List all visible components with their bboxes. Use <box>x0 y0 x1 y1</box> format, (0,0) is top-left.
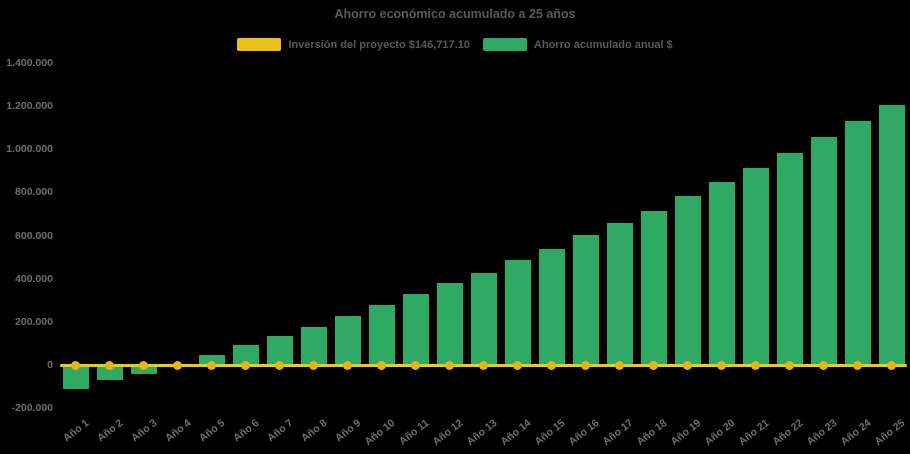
x-tick-label: Año 16 <box>565 417 601 449</box>
x-tick-label: Año 4 <box>162 417 193 445</box>
bar-año-24 <box>844 120 871 365</box>
investment-marker-icon <box>411 361 420 370</box>
x-tick-label: Año 2 <box>94 417 125 445</box>
x-tick-label: Año 22 <box>769 417 805 449</box>
x-tick-label: Año 14 <box>497 417 533 449</box>
bar-año-25 <box>878 105 905 365</box>
chart-title: Ahorro económico acumulado a 25 años <box>334 7 576 21</box>
legend-label-investment: Inversión del proyecto $146,717.10 <box>288 38 470 51</box>
investment-marker-icon <box>445 361 454 370</box>
bar-año-11 <box>402 294 429 365</box>
investment-marker-icon <box>479 361 488 370</box>
y-tick-label: -200.000 <box>11 402 53 415</box>
x-tick-label: Año 19 <box>667 417 703 449</box>
bar-año-9 <box>334 316 361 365</box>
y-tick-label: 0 <box>47 359 53 371</box>
y-tick-label: 1.000.000 <box>6 143 53 156</box>
investment-marker-icon <box>343 361 352 370</box>
investment-swatch-icon <box>237 38 282 51</box>
investment-marker-icon <box>853 361 862 370</box>
bar-año-21 <box>742 168 769 365</box>
bar-año-20 <box>708 182 735 365</box>
savings-swatch-icon <box>482 38 527 51</box>
y-tick-label: 1.200.000 <box>6 100 53 113</box>
legend: Inversión del proyecto $146,717.10 Ahorr… <box>0 38 910 51</box>
bar-año-5 <box>198 355 225 365</box>
x-tick-label: Año 11 <box>396 417 431 448</box>
bar-año-17 <box>606 223 633 365</box>
bar-año-8 <box>300 326 327 365</box>
investment-marker-icon <box>513 361 522 370</box>
x-tick-label: Año 18 <box>633 417 669 449</box>
investment-marker-icon <box>785 361 794 370</box>
x-tick-label: Año 8 <box>298 417 329 445</box>
bar-año-2 <box>96 365 123 381</box>
x-tick-label: Año 17 <box>599 417 635 449</box>
investment-marker-icon <box>173 361 182 370</box>
y-tick-label: 800.000 <box>15 186 53 199</box>
investment-marker-icon <box>275 361 284 370</box>
investment-marker-icon <box>241 361 250 370</box>
bar-año-14 <box>504 260 531 365</box>
y-tick-label: 1.400.000 <box>6 57 53 70</box>
bar-año-16 <box>572 235 599 365</box>
x-tick-label: Año 1 <box>60 417 91 445</box>
investment-marker-icon <box>71 361 80 370</box>
x-tick-label: Año 12 <box>429 417 465 449</box>
x-tick-label: Año 7 <box>264 417 295 445</box>
x-tick-label: Año 15 <box>531 417 567 449</box>
y-tick-label: 400.000 <box>15 272 53 285</box>
bar-año-12 <box>436 283 463 365</box>
bar-año-13 <box>470 272 497 365</box>
x-tick-label: Año 21 <box>735 417 771 449</box>
investment-marker-icon <box>547 361 556 370</box>
bar-año-15 <box>538 248 565 365</box>
investment-marker-icon <box>615 361 624 370</box>
investment-marker-icon <box>139 361 148 370</box>
legend-item-investment: Inversión del proyecto $146,717.10 <box>237 38 470 51</box>
bar-año-6 <box>232 345 259 365</box>
investment-marker-icon <box>751 361 760 370</box>
investment-marker-icon <box>819 361 828 370</box>
bar-año-1 <box>62 365 89 389</box>
investment-marker-icon <box>207 361 216 370</box>
x-tick-label: Año 6 <box>230 417 261 445</box>
x-tick-label: Año 20 <box>701 417 737 449</box>
bar-año-10 <box>368 305 395 365</box>
x-tick-label: Año 10 <box>361 417 397 449</box>
x-tick-label: Año 24 <box>837 417 873 449</box>
bar-año-19 <box>674 196 701 365</box>
x-tick-label: Año 9 <box>332 417 363 445</box>
bar-año-23 <box>810 137 837 365</box>
investment-marker-icon <box>649 361 658 370</box>
investment-marker-icon <box>377 361 386 370</box>
legend-item-savings: Ahorro acumulado anual $ <box>482 38 673 51</box>
x-tick-label: Año 25 <box>871 417 907 449</box>
bar-año-18 <box>640 210 667 365</box>
investment-marker-icon <box>683 361 692 370</box>
investment-marker-icon <box>581 361 590 370</box>
investment-marker-icon <box>105 361 114 370</box>
bar-año-7 <box>266 335 293 365</box>
y-tick-label: 200.000 <box>15 315 53 328</box>
investment-marker-icon <box>887 361 896 370</box>
x-tick-label: Año 13 <box>463 417 499 449</box>
x-tick-label: Año 23 <box>803 417 839 449</box>
x-tick-label: Año 3 <box>128 417 159 445</box>
bar-año-22 <box>776 153 803 365</box>
investment-marker-icon <box>717 361 726 370</box>
x-tick-label: Año 5 <box>196 417 227 445</box>
legend-label-savings: Ahorro acumulado anual $ <box>533 38 673 51</box>
y-tick-label: 600.000 <box>15 229 53 242</box>
investment-marker-icon <box>309 361 318 370</box>
